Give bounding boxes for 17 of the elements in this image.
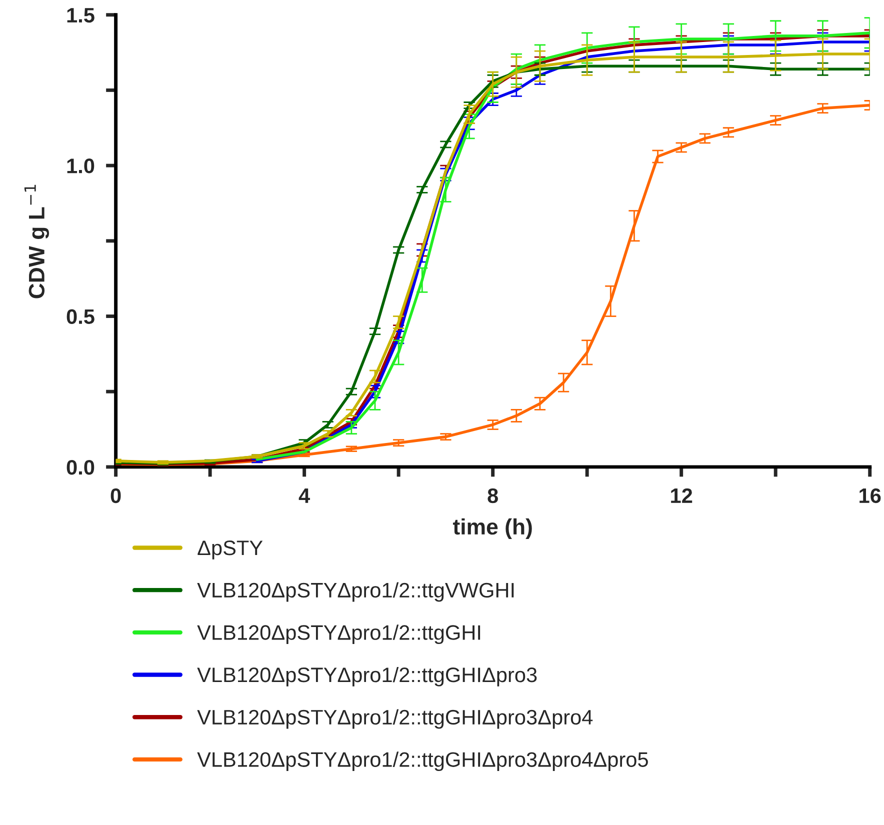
x-tick-label: 12 [671, 488, 692, 503]
x-tick-label: 16 [860, 488, 881, 504]
legend-label: VLB120ΔpSTYΔpro1/2::ttgVWGHI [197, 582, 514, 602]
x-tick-label: 4 [298, 488, 310, 503]
x-axis-title: time (h) [452, 518, 532, 540]
legend-label: ΔpSTY [198, 540, 263, 560]
legend-label: VLB120ΔpSTYΔpro1/2::ttgGHI [197, 624, 480, 644]
x-tick-label: 8 [488, 488, 498, 504]
legend-label: VLB120ΔpSTYΔpro1/2::ttgGHIΔpro3Δpro4Δpro5 [197, 752, 648, 772]
y-tick-label: 1.5 [67, 8, 94, 23]
y-axis-title: CDW g L$^{−1}$ [24, 184, 50, 298]
y-tick-label: 0.5 [66, 309, 94, 324]
legend-label: VLB120ΔpSTYΔpro1/2::ttgGHIΔpro3 [197, 666, 537, 686]
legend-label: VLB120ΔpSTYΔpro1/2::ttgGHIΔpro3Δpro4 [197, 709, 593, 729]
y-tick-label: 1.0 [67, 158, 94, 174]
x-tick-label: 0 [110, 488, 121, 504]
y-tick-label: 0.0 [66, 460, 94, 475]
